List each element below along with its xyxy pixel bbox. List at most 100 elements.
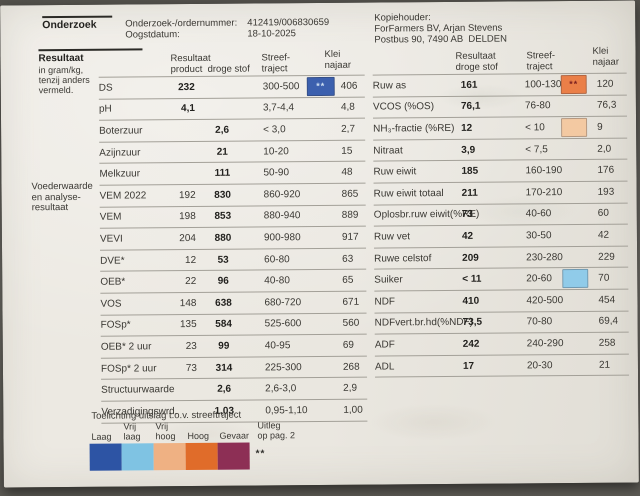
klei-najaar-value: 21 [598,359,611,371]
result-note-title: Resultaat [38,52,84,65]
harvest-date-label: Oogstdatum: [125,29,180,41]
status-marker [562,269,589,289]
result-drogestof-value: 73,5 [462,317,483,329]
legend-uitleg-mark: ** [255,448,266,460]
klei-najaar-value: 4,8 [340,102,355,114]
parameter-label: DS [98,82,113,94]
target-range: 50-90 [263,167,290,179]
target-range: 225-300 [264,361,302,373]
left-header-klei: Klei najaar [324,48,352,71]
klei-najaar-value: 1,00 [343,404,363,416]
klei-najaar-value: 258 [598,337,616,349]
order-number-label: Onderzoek-/ordernummer: [125,17,238,30]
klei-najaar-value: 2,0 [597,143,612,155]
result-drogestof-value: 42 [461,230,474,242]
target-range: 160-190 [525,165,563,177]
table-row: pH 4,1 3,7-4,4 4,8 [98,97,366,121]
klei-najaar-value: 76,3 [596,100,617,112]
result-drogestof-value: 410 [462,295,480,307]
legend-item-label: Gevaar [219,430,250,441]
legend-item-label: Laag [91,431,112,442]
result-drogestof-value: 96 [217,275,229,287]
klei-najaar-value: 48 [341,166,353,178]
harvest-date-value: 18-10-2025 [247,28,296,40]
left-header-streef: Streef- traject [261,52,291,75]
table-row: Azijnzuur 21 10-20 15 [99,140,366,165]
klei-najaar-value: 889 [341,210,359,222]
klei-najaar-value: 69,4 [598,315,619,328]
result-product-value: 198 [179,211,196,223]
result-drogestof-value: 76,1 [460,101,481,113]
table-row: Nitraat 3,9 < 7,5 2,0 [373,138,628,162]
table-row: Oplosbr.ruw eiwit(%RE) 73 40-60 60 [373,203,628,227]
target-range: 70-80 [526,316,553,328]
table-row: Ruwe celstof 209 230-280 229 [374,246,629,270]
parameter-label: VOS [100,298,122,310]
parameter-label: DVE* [100,255,125,267]
parameter-label: ADF [374,339,395,351]
result-product-value: 4,1 [180,103,195,115]
table-row: DVE* 12 53 60-80 63 [100,248,367,273]
parameter-label: Melkzuur [99,168,141,180]
result-note-text: in gram/kg, tenzij anders vermeld. [38,64,90,96]
result-drogestof-value: 185 [461,165,479,178]
result-product-value: 204 [179,232,196,245]
target-range: < 7,5 [525,143,548,155]
parameter-label: NDFvert.br.hd(%NDF) [374,317,474,329]
klei-najaar-value: 560 [342,318,360,330]
klei-najaar-value: 193 [597,186,615,198]
table-row: DS 232 300-500 ** 406 [98,75,365,100]
klei-najaar-value: 120 [596,78,614,90]
table-row: Ruw eiwit 185 160-190 176 [373,159,628,184]
klei-najaar-value: 69 [342,339,354,351]
parameter-label: Ruw as [372,80,407,92]
result-drogestof-value: 3,9 [461,144,476,156]
left-header-result: Resultaat product droge stof [170,52,250,76]
result-drogestof-value: 242 [462,338,480,350]
parameter-label: NH₃-fractie (%RE) [373,122,455,135]
right-header-result: Resultaat droge stof [455,50,498,73]
result-drogestof-value: 17 [462,360,475,372]
target-range: 20-30 [526,359,553,371]
klei-najaar-value: 60 [597,208,609,220]
parameter-label: Nitraat [373,144,403,157]
result-drogestof-value: 2,6 [217,383,232,395]
target-range: < 10 [525,122,545,134]
parameter-label: NDF [374,296,396,308]
parameter-label: OEB* [100,276,126,288]
legend-item-label: Vrij hoog [155,421,176,442]
table-row: FOSp* 2 uur 73 314 225-300 268 [100,356,368,381]
klei-najaar-value: 406 [340,80,358,92]
legend-swatch [153,443,186,471]
target-range: 2,6-3,0 [265,383,297,395]
result-drogestof-value: 830 [214,189,231,201]
target-range: 170-210 [525,186,563,199]
result-product-value: 232 [178,81,195,93]
target-range: 0,95-1,10 [265,404,308,417]
klei-najaar-value: 2,7 [341,123,356,135]
parameter-label: ADL [374,360,395,373]
target-range: 3,7-4,4 [262,102,295,114]
klei-najaar-value: 65 [342,274,354,286]
table-row: FOSp* 135 584 525-600 560 [100,313,367,337]
right-results-table: Ruw as 161 100-130 ** 120 VCOS (%OS) 76,… [372,72,630,378]
table-row: Ruw eiwit totaal 211 170-210 193 [373,181,628,206]
klei-najaar-value: 2,9 [343,382,358,394]
status-marker: ** [560,74,587,94]
legend-item: Vrij hoog [153,421,186,471]
result-drogestof-value: 21 [216,146,228,158]
result-product-value: 148 [179,297,197,309]
target-range: 230-280 [526,251,563,263]
header-rule [42,15,113,19]
target-range: 30-50 [525,230,552,242]
result-drogestof-value: 638 [215,297,232,309]
legend-uitleg-label: Uitleg op pag. 2 [257,420,296,441]
target-range: 525-600 [264,318,302,330]
section-title: Onderzoek [42,18,97,32]
target-range: 240-290 [526,338,564,350]
parameter-label: Azijnzuur [99,146,141,159]
result-product-value: 73 [185,362,198,374]
result-drogestof-value: 880 [214,232,232,244]
